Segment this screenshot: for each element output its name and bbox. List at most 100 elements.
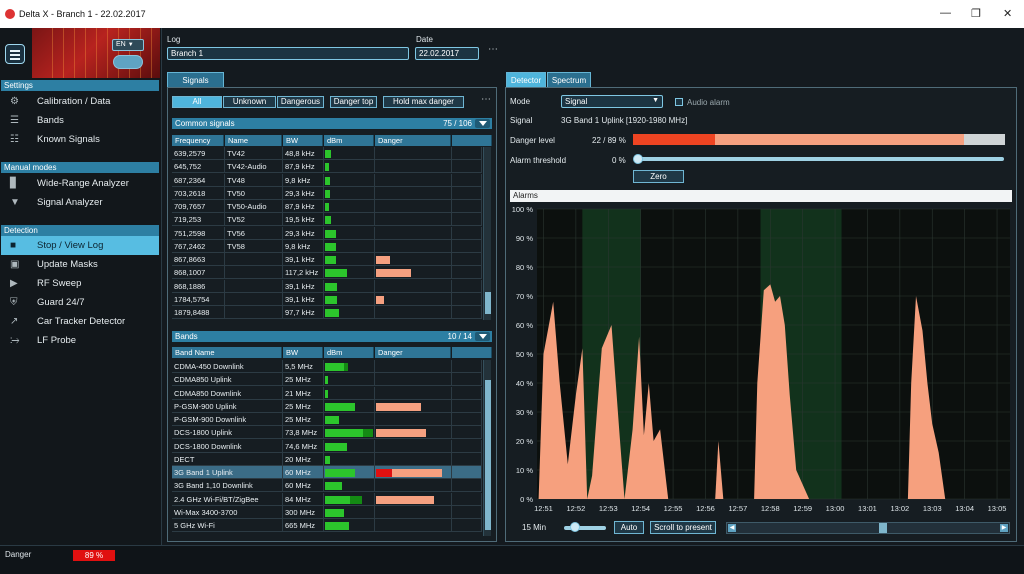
zoom-slider[interactable] — [564, 526, 606, 530]
table-row[interactable]: 867,8663 39,1 kHz — [172, 253, 482, 267]
col-danger[interactable]: Danger — [375, 135, 451, 146]
table-row[interactable]: 751,2598 TV56 29,3 kHz — [172, 226, 482, 240]
sidebar-item-update-masks[interactable]: ▣ Update Masks — [1, 255, 159, 274]
table-row[interactable]: 719,253 TV52 19,5 kHz — [172, 213, 482, 227]
zero-button[interactable]: Zero — [633, 170, 684, 183]
sidebar-item-signal-analyzer[interactable]: ▼ Signal Analyzer — [1, 193, 159, 212]
cell-danger — [375, 253, 452, 266]
sidebar-item-lf-probe[interactable]: ⧴ LF Probe — [1, 331, 159, 350]
table-row[interactable]: Wi-Max 3400-3700 300 MHz — [172, 505, 482, 519]
table-row[interactable]: 2.4 GHz Wi-Fi/BT/ZigBee 84 MHz — [172, 492, 482, 506]
col-bw[interactable]: BW — [283, 347, 323, 358]
timeline-scroll-thumb[interactable] — [879, 523, 887, 533]
table-row[interactable]: 703,2618 TV50 29,3 kHz — [172, 186, 482, 200]
dbm-bar — [325, 389, 328, 398]
col-dbm[interactable]: dBm — [324, 347, 374, 358]
zoom-knob[interactable] — [570, 522, 580, 532]
sidebar-item-stop-view-log[interactable]: ■ Stop / View Log — [1, 236, 159, 255]
menu-button[interactable] — [5, 44, 25, 64]
sidebar-item-known-signals[interactable]: ☷ Known Signals — [1, 130, 159, 149]
col-name[interactable]: Name — [225, 135, 282, 146]
table-row[interactable]: CDMA850 Uplink 25 MHz — [172, 373, 482, 387]
col-danger[interactable]: Danger — [375, 347, 451, 358]
sidebar-item-rf-sweep[interactable]: ▶ RF Sweep — [1, 274, 159, 293]
cell-danger — [375, 173, 452, 187]
cell-dbm — [324, 466, 375, 479]
col-dbm[interactable]: dBm — [324, 135, 374, 146]
filter-dangerous[interactable]: Dangerous — [277, 96, 324, 108]
section-settings: Settings — [1, 80, 159, 91]
log-field[interactable]: Branch 1 — [167, 47, 409, 60]
table-row[interactable]: CDMA850 Downlink 21 MHz — [172, 386, 482, 400]
table-row[interactable]: 1784,5754 39,1 kHz — [172, 292, 482, 306]
cell-danger — [375, 266, 452, 280]
sidebar-item-car-tracker[interactable]: ↗ Car Tracker Detector — [1, 312, 159, 331]
minimize-icon[interactable]: — — [940, 7, 951, 19]
col-band-name[interactable]: Band Name — [172, 347, 282, 358]
table-row[interactable]: 709,7657 TV50-Audio 87,9 kHz — [172, 200, 482, 214]
tab-detector[interactable]: Detector — [506, 72, 546, 87]
chevron-down-icon[interactable] — [475, 332, 490, 341]
table-row[interactable]: 645,752 TV42-Audio 87,9 kHz — [172, 160, 482, 174]
table-row[interactable]: 868,1886 39,1 kHz — [172, 279, 482, 293]
scroll-thumb[interactable] — [485, 292, 491, 314]
scroll-right-icon[interactable]: ▶ — [1000, 524, 1008, 532]
table-row[interactable]: 1879,8488 97,7 kHz — [172, 306, 482, 320]
table-row[interactable]: 5 GHz Wi-Fi 665 MHz — [172, 519, 482, 533]
table-row[interactable]: P-GSM-900 Downlink 25 MHz — [172, 413, 482, 427]
sidebar-item-bands[interactable]: ☰ Bands — [1, 111, 159, 130]
cell-danger — [375, 452, 452, 466]
cell-extra — [452, 492, 482, 506]
table-row[interactable]: 868,1007 117,2 kHz — [172, 266, 482, 280]
audio-alarm-checkbox[interactable] — [675, 98, 683, 106]
filter-unknown[interactable]: Unknown — [223, 96, 276, 108]
cell-name: TV42 — [225, 147, 283, 160]
more-options-icon[interactable]: ⋯ — [488, 44, 498, 55]
col-frequency[interactable]: Frequency — [172, 135, 224, 146]
language-select[interactable]: EN ▼ — [112, 39, 144, 51]
auto-button[interactable]: Auto — [614, 521, 644, 534]
maximize-icon[interactable]: ❐ — [971, 8, 981, 20]
table-row[interactable]: 3G Band 1,10 Downlink 60 MHz — [172, 479, 482, 493]
sidebar-item-calibration[interactable]: ⚙ Calibration / Data — [1, 92, 159, 111]
table-row[interactable]: DCS-1800 Downlink 74,6 MHz — [172, 439, 482, 453]
danger-level-current-fill — [633, 134, 715, 145]
table-row[interactable]: 639,2579 TV42 48,8 kHz — [172, 147, 482, 161]
tab-spectrum[interactable]: Spectrum — [547, 72, 591, 87]
close-icon[interactable]: ✕ — [1003, 8, 1013, 20]
table-row[interactable]: 3G Band 1 Uplink 60 MHz — [172, 466, 482, 480]
table-row[interactable]: 767,2462 TV58 9,8 kHz — [172, 239, 482, 253]
sidebar-item-wide-range-analyzer[interactable]: ▊ Wide-Range Analyzer — [1, 174, 159, 193]
tab-signals[interactable]: Signals — [167, 72, 224, 87]
bands-scrollbar[interactable] — [483, 360, 491, 536]
filter-all[interactable]: All — [172, 96, 222, 108]
signals-more-icon[interactable]: ⋯ — [481, 94, 491, 105]
scroll-to-present-button[interactable]: Scroll to present — [650, 521, 716, 534]
chevron-down-icon[interactable] — [475, 119, 490, 128]
filter-hold-max-danger[interactable]: Hold max danger — [383, 96, 464, 108]
mode-select[interactable]: Signal ▼ — [561, 95, 663, 108]
table-row[interactable]: CDMA-450 Downlink 5,5 MHz — [172, 360, 482, 374]
common-signals-scrollbar[interactable] — [483, 147, 491, 320]
globe-icon[interactable] — [113, 55, 143, 69]
table-row[interactable]: P-GSM-900 Uplink 25 MHz — [172, 399, 482, 413]
scroll-thumb[interactable] — [485, 380, 491, 530]
cell-band-name: P-GSM-900 Downlink — [172, 413, 283, 426]
alarm-threshold-slider[interactable] — [636, 157, 1004, 161]
sidebar-item-label: Stop / View Log — [37, 240, 104, 251]
table-row[interactable]: 687,2364 TV48 9,8 kHz — [172, 173, 482, 187]
scroll-left-icon[interactable]: ◀ — [728, 524, 736, 532]
table-row[interactable]: DCS-1800 Uplink 73,8 MHz — [172, 426, 482, 440]
col-bw[interactable]: BW — [283, 135, 323, 146]
timeline-scrollbar[interactable]: ◀ ▶ — [726, 522, 1010, 534]
filter-danger-top[interactable]: Danger top — [330, 96, 377, 108]
table-row[interactable]: DECT 20 MHz — [172, 452, 482, 466]
sidebar-item-guard[interactable]: ⛨ Guard 24/7 — [1, 293, 159, 312]
cell-dbm — [324, 173, 375, 187]
signal-label: Signal — [510, 116, 533, 125]
dbm-bar — [325, 216, 331, 225]
alarm-threshold-knob[interactable] — [633, 154, 643, 164]
danger-bar — [376, 269, 411, 278]
date-field[interactable]: 22.02.2017 — [415, 47, 479, 60]
cell-frequency: 703,2618 — [172, 186, 225, 200]
